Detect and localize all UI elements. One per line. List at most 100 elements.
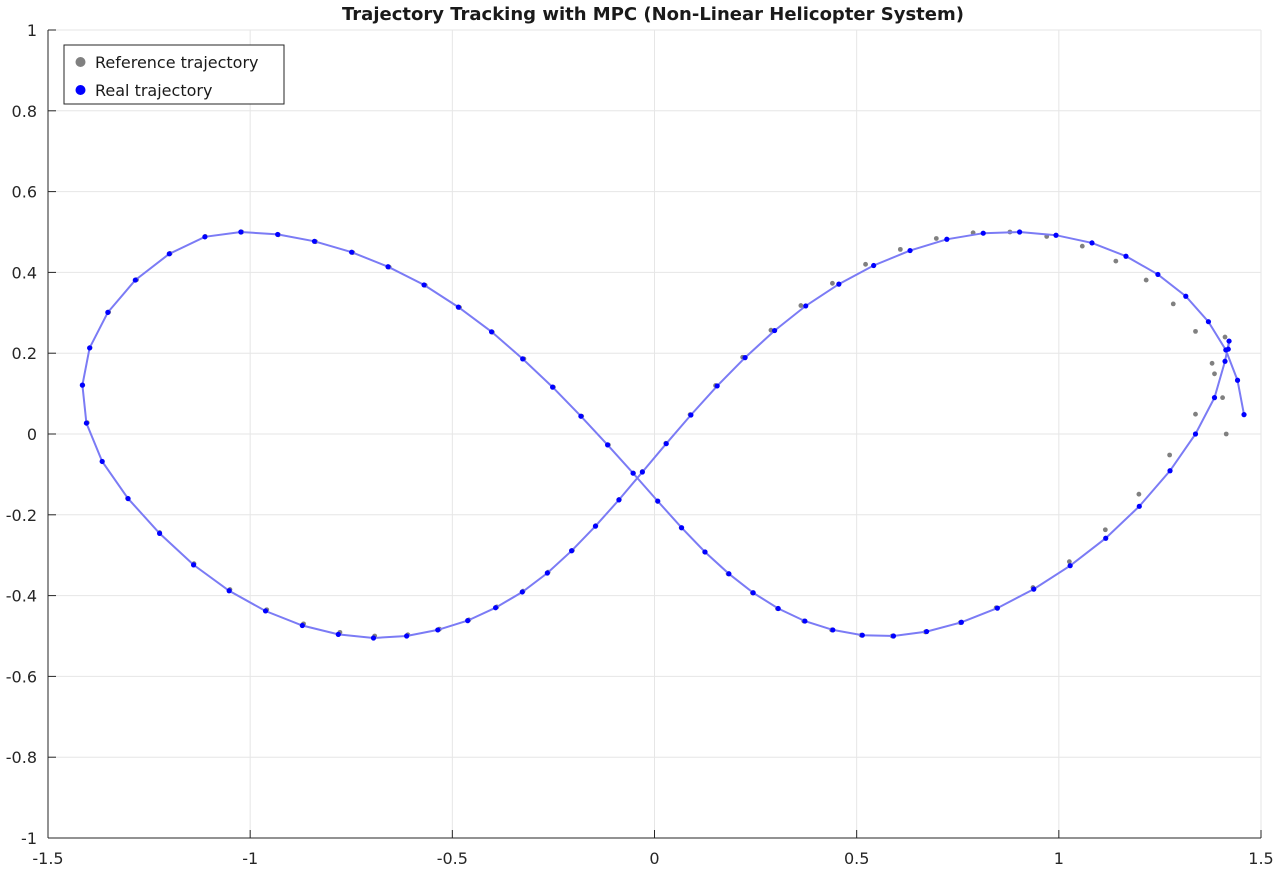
real-point [775,605,781,612]
reference-point [1102,527,1108,533]
y-tick-label: -0.4 [6,587,37,606]
real-point [890,633,897,639]
real-point [859,632,865,638]
chart-title: Trajectory Tracking with MPC (Non-Linear… [342,4,964,25]
reference-point [863,261,868,267]
real-point [311,238,318,244]
real-point [1167,468,1173,474]
x-tick-label: 1.5 [1248,849,1273,868]
real-point [132,277,138,283]
real-point [726,571,732,577]
real-point [99,458,105,465]
real-point [455,304,461,310]
real-point [349,249,355,255]
real-point [275,231,281,238]
legend: Reference trajectory Real trajectory [63,44,285,105]
real-point [488,329,495,335]
real-point [871,262,877,269]
reference-point [1170,301,1176,307]
real-point [678,525,685,531]
real-point [742,355,748,361]
real-point [1017,229,1023,235]
real-point [1183,293,1189,299]
real-point [1226,338,1232,344]
reference-point [1079,243,1085,249]
x-tick-label: 0 [649,849,659,868]
x-axis-ticks: -1.5 -1 -0.5 0 0.5 1 1.5 [32,830,1274,868]
real-point [592,523,599,529]
real-point [771,327,778,334]
real-point [550,384,556,390]
real-point [944,236,950,242]
grid [47,29,1262,839]
real-point [404,633,410,639]
real-point [604,442,611,448]
y-tick-label: 0.8 [12,102,37,121]
real-point [714,383,720,389]
real-point [1103,535,1109,541]
real-point [1205,319,1212,325]
reference-point [798,303,804,308]
real-point [630,470,636,476]
y-tick-label: 0 [27,425,37,444]
reference-point [1223,431,1229,437]
real-point [238,229,244,235]
real-point [688,412,694,418]
real-point [544,570,550,576]
real-point [836,281,842,287]
real-point [924,628,930,635]
real-point [1211,395,1218,401]
real-point [83,420,90,426]
real-point [980,230,986,236]
y-tick-label: 1 [27,21,37,40]
reference-point [830,280,835,286]
real-point [616,497,622,503]
real-point [520,356,526,362]
real-point [663,441,669,447]
real-point [202,234,208,240]
legend-marker-reference [75,57,86,67]
y-tick-label: 0.4 [12,263,37,282]
real-point [262,608,269,614]
y-axis-ticks: -1 -0.8 -0.6 -0.4 -0.2 0 0.2 0.4 0.6 0.8 1 [6,21,56,848]
reference-point [1136,491,1142,497]
real-point [492,605,499,611]
real-point [569,548,575,554]
reference-point [1066,559,1072,565]
x-tick-label: -1 [242,849,258,868]
real-point [1089,240,1095,246]
real-point [421,282,427,288]
x-tick-label: 1 [1054,849,1064,868]
reference-point [897,246,903,252]
reference-point [1209,360,1215,366]
y-tick-label: -0.6 [6,667,37,686]
x-tick-label: -1.5 [32,849,63,868]
real-point [830,627,836,633]
legend-box [63,44,285,105]
real-point [1123,253,1129,259]
x-tick-label: 0.5 [844,849,869,868]
real-point [1192,431,1199,437]
legend-marker-real [75,85,86,95]
reference-point [1143,277,1149,283]
real-point [87,345,93,351]
real-point [1155,271,1161,278]
real-point [958,619,964,625]
reference-point [1193,411,1198,417]
reference-point [933,236,939,241]
real-point [1067,563,1073,569]
y-tick-label: 0.6 [12,183,37,202]
real-point [370,635,377,641]
real-point [385,264,391,270]
real-point [639,469,645,475]
legend-label-reference: Reference trajectory [95,53,259,72]
real-point [578,413,584,419]
real-point [105,309,111,315]
real-point [1031,586,1037,592]
real-point [1136,503,1142,509]
real-point [655,498,661,504]
plot-series [79,229,1247,641]
real-point [907,247,913,254]
real-point [1053,232,1059,238]
real-point [1222,358,1228,364]
